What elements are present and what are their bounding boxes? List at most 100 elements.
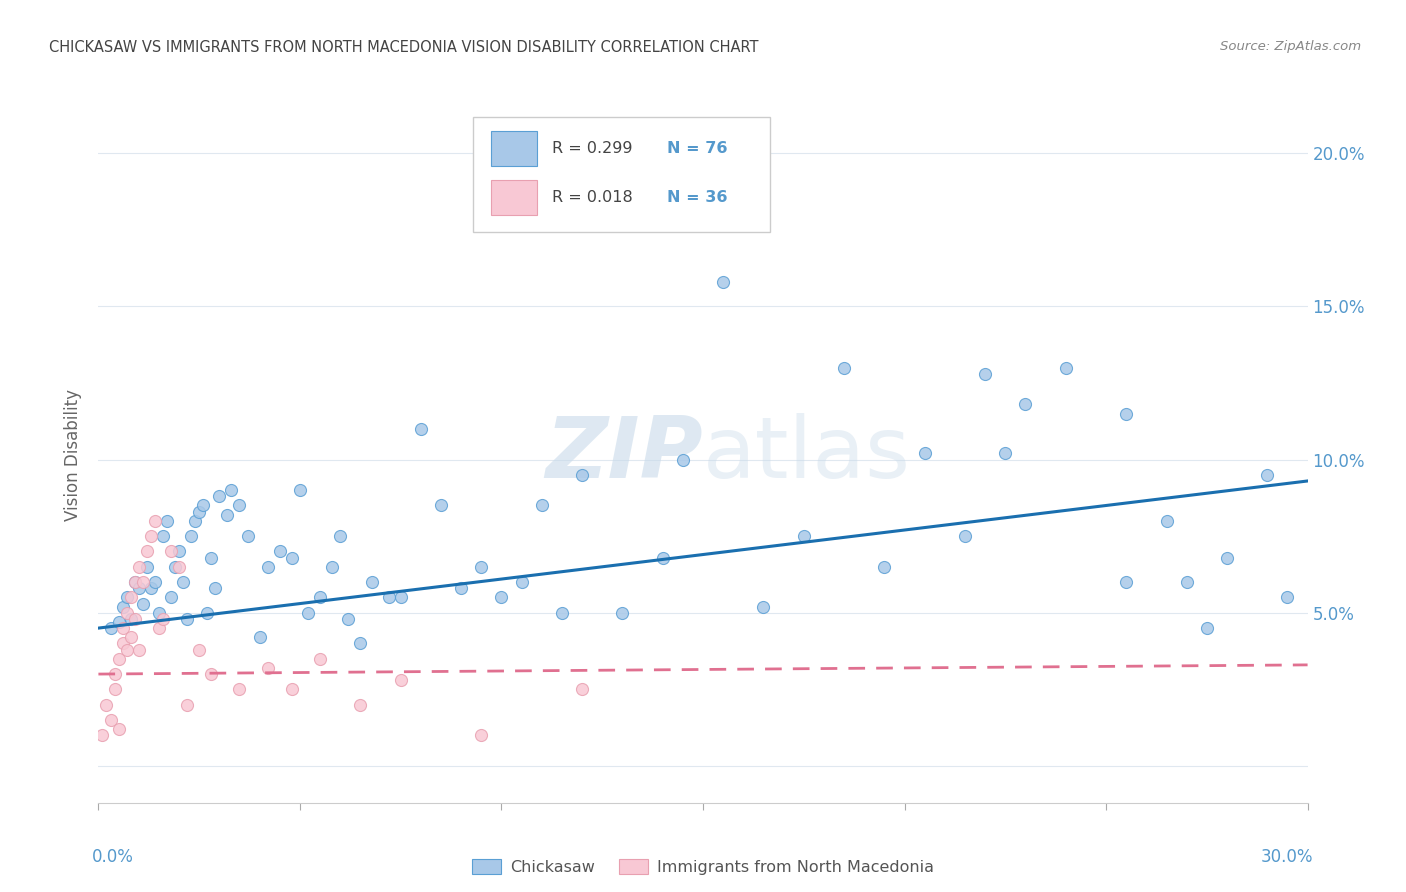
Point bbox=[281, 550, 304, 565]
Point bbox=[612, 606, 634, 620]
Point bbox=[188, 642, 211, 657]
Point bbox=[143, 575, 166, 590]
Point bbox=[672, 452, 695, 467]
Point bbox=[651, 550, 673, 565]
Point bbox=[176, 612, 198, 626]
Point bbox=[115, 642, 138, 657]
Point bbox=[156, 514, 179, 528]
Point bbox=[100, 713, 122, 727]
Point bbox=[160, 544, 183, 558]
Point bbox=[152, 529, 174, 543]
Text: 30.0%: 30.0% bbox=[1261, 848, 1313, 866]
Point bbox=[228, 499, 250, 513]
Point bbox=[377, 591, 399, 605]
Point bbox=[1195, 621, 1218, 635]
Point bbox=[281, 682, 304, 697]
Point bbox=[470, 728, 492, 742]
Point bbox=[124, 575, 146, 590]
Point bbox=[914, 446, 936, 460]
Legend: Chickasaw, Immigrants from North Macedonia: Chickasaw, Immigrants from North Macedon… bbox=[472, 859, 934, 875]
Point bbox=[309, 591, 332, 605]
Text: ZIP: ZIP bbox=[546, 413, 703, 497]
Point bbox=[115, 606, 138, 620]
Point bbox=[193, 499, 215, 513]
Point bbox=[288, 483, 311, 498]
Point bbox=[1014, 397, 1036, 411]
Point bbox=[143, 514, 166, 528]
Point bbox=[115, 591, 138, 605]
Point bbox=[96, 698, 118, 712]
Point bbox=[832, 360, 855, 375]
Point bbox=[256, 661, 278, 675]
Point bbox=[470, 559, 492, 574]
Point bbox=[297, 606, 319, 620]
Point bbox=[1156, 514, 1178, 528]
Point bbox=[361, 575, 384, 590]
Point bbox=[208, 489, 231, 503]
Text: R = 0.018: R = 0.018 bbox=[553, 190, 633, 205]
FancyBboxPatch shape bbox=[474, 118, 769, 232]
Point bbox=[124, 612, 146, 626]
Point bbox=[111, 636, 134, 650]
Point bbox=[269, 544, 291, 558]
Point bbox=[491, 591, 513, 605]
FancyBboxPatch shape bbox=[492, 131, 537, 166]
Point bbox=[571, 682, 593, 697]
Text: atlas: atlas bbox=[703, 413, 911, 497]
Point bbox=[124, 575, 146, 590]
Point bbox=[256, 559, 278, 574]
Point bbox=[167, 559, 190, 574]
Point bbox=[974, 367, 997, 381]
Text: N = 36: N = 36 bbox=[666, 190, 727, 205]
Point bbox=[139, 581, 162, 595]
Point bbox=[135, 559, 157, 574]
Point bbox=[349, 636, 371, 650]
Point bbox=[167, 544, 190, 558]
Point bbox=[450, 581, 472, 595]
Point bbox=[752, 599, 775, 614]
Point bbox=[349, 698, 371, 712]
Y-axis label: Vision Disability: Vision Disability bbox=[65, 389, 83, 521]
Point bbox=[107, 615, 129, 629]
Point bbox=[1277, 591, 1299, 605]
Point bbox=[120, 591, 142, 605]
Point bbox=[389, 591, 412, 605]
Point bbox=[337, 612, 360, 626]
Point bbox=[200, 550, 222, 565]
Point bbox=[1115, 407, 1137, 421]
Point bbox=[148, 621, 170, 635]
Point bbox=[409, 422, 432, 436]
Point bbox=[217, 508, 239, 522]
FancyBboxPatch shape bbox=[492, 180, 537, 215]
Point bbox=[329, 529, 352, 543]
Point bbox=[551, 606, 574, 620]
Point bbox=[160, 591, 183, 605]
Point bbox=[994, 446, 1017, 460]
Point bbox=[204, 581, 226, 595]
Point bbox=[111, 621, 134, 635]
Point bbox=[321, 559, 343, 574]
Point bbox=[1256, 467, 1278, 482]
Point bbox=[793, 529, 815, 543]
Point bbox=[132, 597, 155, 611]
Point bbox=[135, 544, 157, 558]
Point bbox=[91, 728, 114, 742]
Point bbox=[128, 559, 150, 574]
Point bbox=[188, 505, 211, 519]
Point bbox=[1115, 575, 1137, 590]
Point bbox=[111, 599, 134, 614]
Point bbox=[132, 575, 155, 590]
Point bbox=[195, 606, 218, 620]
Point bbox=[107, 652, 129, 666]
Point bbox=[176, 698, 198, 712]
Point bbox=[152, 612, 174, 626]
Point bbox=[711, 275, 734, 289]
Point bbox=[249, 630, 271, 644]
Point bbox=[107, 723, 129, 737]
Text: CHICKASAW VS IMMIGRANTS FROM NORTH MACEDONIA VISION DISABILITY CORRELATION CHART: CHICKASAW VS IMMIGRANTS FROM NORTH MACED… bbox=[49, 40, 759, 55]
Text: R = 0.299: R = 0.299 bbox=[553, 141, 633, 156]
Point bbox=[510, 575, 533, 590]
Point bbox=[1216, 550, 1239, 565]
Point bbox=[1054, 360, 1077, 375]
Point bbox=[430, 499, 453, 513]
